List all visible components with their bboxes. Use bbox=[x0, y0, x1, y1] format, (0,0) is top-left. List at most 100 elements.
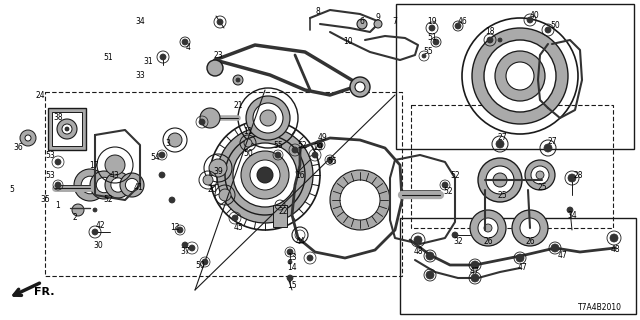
Text: 25: 25 bbox=[497, 190, 507, 199]
Text: 32: 32 bbox=[453, 237, 463, 246]
Circle shape bbox=[219, 189, 231, 201]
Circle shape bbox=[374, 20, 382, 28]
Text: 46: 46 bbox=[457, 18, 467, 27]
Circle shape bbox=[292, 147, 298, 153]
Text: 31: 31 bbox=[143, 58, 153, 67]
Circle shape bbox=[426, 252, 434, 260]
Bar bbox=[45, 92, 402, 276]
Text: 47: 47 bbox=[470, 268, 480, 276]
Circle shape bbox=[433, 39, 439, 45]
Circle shape bbox=[493, 173, 507, 187]
Text: 7: 7 bbox=[392, 18, 397, 27]
Circle shape bbox=[478, 158, 522, 202]
Circle shape bbox=[414, 236, 422, 244]
Bar bbox=[411, 105, 613, 228]
Circle shape bbox=[506, 62, 534, 90]
Circle shape bbox=[233, 143, 297, 207]
Text: 34: 34 bbox=[567, 211, 577, 220]
Circle shape bbox=[257, 167, 273, 183]
Text: 52: 52 bbox=[450, 171, 460, 180]
Circle shape bbox=[610, 234, 618, 242]
Circle shape bbox=[470, 210, 506, 246]
Bar bbox=[400, 218, 636, 314]
Circle shape bbox=[182, 39, 188, 45]
Circle shape bbox=[217, 19, 223, 25]
Circle shape bbox=[484, 40, 556, 112]
Circle shape bbox=[74, 169, 106, 201]
Circle shape bbox=[25, 135, 31, 141]
Circle shape bbox=[260, 110, 276, 126]
Circle shape bbox=[105, 172, 131, 198]
Circle shape bbox=[203, 175, 213, 185]
Circle shape bbox=[536, 171, 544, 179]
Text: 16: 16 bbox=[295, 171, 305, 180]
Circle shape bbox=[495, 51, 545, 101]
Circle shape bbox=[111, 178, 125, 192]
Circle shape bbox=[567, 207, 573, 213]
Text: 55: 55 bbox=[423, 47, 433, 57]
Circle shape bbox=[159, 172, 165, 178]
Circle shape bbox=[120, 173, 144, 197]
Circle shape bbox=[487, 37, 493, 43]
Circle shape bbox=[527, 17, 533, 23]
Text: 50: 50 bbox=[195, 260, 205, 269]
Text: 39: 39 bbox=[213, 167, 223, 177]
Text: 1: 1 bbox=[56, 201, 60, 210]
Text: 36: 36 bbox=[13, 143, 23, 153]
Text: 20: 20 bbox=[207, 186, 217, 195]
Circle shape bbox=[531, 166, 549, 184]
Circle shape bbox=[233, 75, 243, 85]
Circle shape bbox=[544, 144, 552, 152]
Text: 43: 43 bbox=[110, 171, 120, 180]
Text: 48: 48 bbox=[610, 245, 620, 254]
Text: 10: 10 bbox=[343, 37, 353, 46]
Circle shape bbox=[287, 275, 293, 281]
Circle shape bbox=[250, 160, 280, 190]
Bar bbox=[396, 4, 634, 149]
Circle shape bbox=[199, 119, 205, 125]
Circle shape bbox=[160, 54, 166, 60]
Circle shape bbox=[287, 249, 293, 255]
Circle shape bbox=[92, 229, 98, 235]
Circle shape bbox=[244, 139, 252, 147]
Text: 50: 50 bbox=[550, 20, 560, 29]
Circle shape bbox=[350, 77, 370, 97]
Text: 51: 51 bbox=[427, 34, 437, 43]
Circle shape bbox=[512, 210, 548, 246]
Text: 27: 27 bbox=[547, 138, 557, 147]
Text: 33: 33 bbox=[135, 70, 145, 79]
Circle shape bbox=[478, 218, 498, 238]
Circle shape bbox=[182, 242, 188, 248]
Text: 30: 30 bbox=[93, 241, 103, 250]
Circle shape bbox=[105, 155, 125, 175]
Circle shape bbox=[57, 119, 77, 139]
Circle shape bbox=[296, 170, 300, 174]
Circle shape bbox=[516, 254, 524, 262]
Circle shape bbox=[55, 182, 61, 188]
Circle shape bbox=[236, 78, 240, 82]
Text: 21: 21 bbox=[233, 100, 243, 109]
Circle shape bbox=[317, 142, 323, 148]
Text: 38: 38 bbox=[53, 114, 63, 123]
Circle shape bbox=[426, 271, 434, 279]
Text: 8: 8 bbox=[316, 7, 321, 17]
Bar bbox=[273, 205, 287, 227]
Text: 4: 4 bbox=[186, 44, 191, 52]
Text: 40: 40 bbox=[530, 11, 540, 20]
Circle shape bbox=[209, 159, 227, 177]
Circle shape bbox=[429, 25, 435, 31]
Circle shape bbox=[275, 152, 281, 158]
Circle shape bbox=[159, 152, 165, 158]
Circle shape bbox=[125, 178, 139, 192]
Circle shape bbox=[498, 38, 502, 42]
Circle shape bbox=[62, 124, 72, 134]
Text: 6: 6 bbox=[360, 18, 364, 27]
Text: 45: 45 bbox=[233, 223, 243, 233]
Circle shape bbox=[307, 255, 313, 261]
Circle shape bbox=[455, 23, 461, 29]
Circle shape bbox=[200, 108, 220, 128]
Text: 37: 37 bbox=[180, 247, 190, 257]
Circle shape bbox=[217, 127, 313, 223]
Text: 54: 54 bbox=[150, 154, 160, 163]
Text: 49: 49 bbox=[317, 133, 327, 142]
